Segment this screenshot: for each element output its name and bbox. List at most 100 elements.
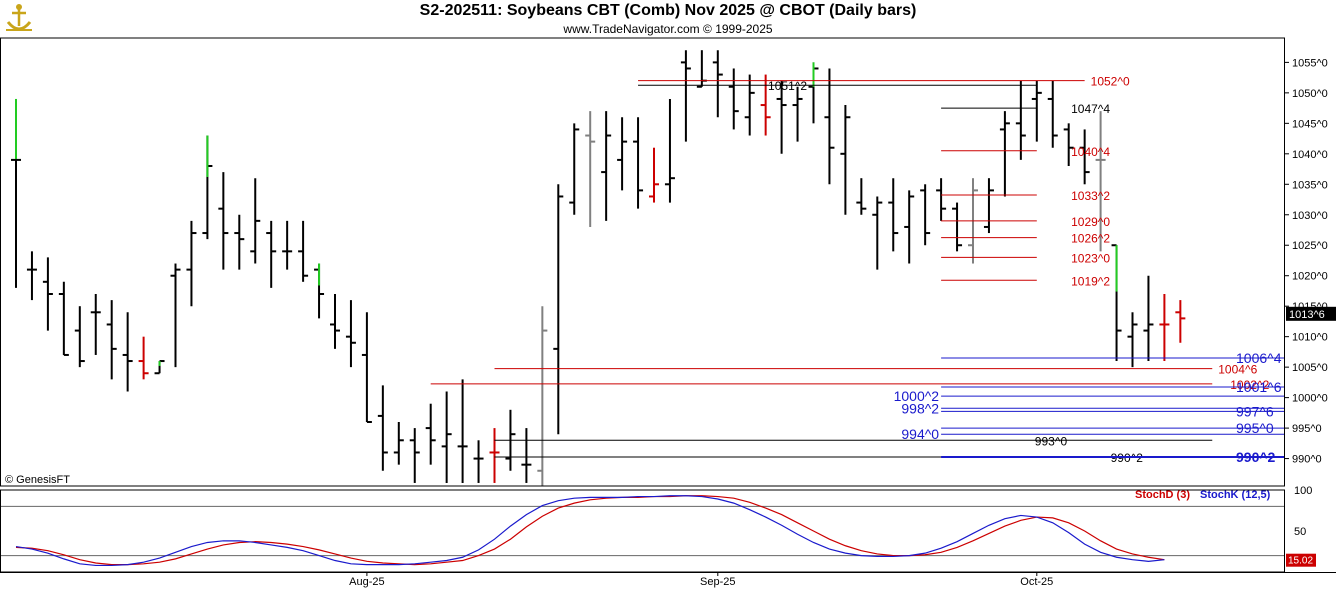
ohlc-bar	[1111, 244, 1122, 362]
level-label: 997^6	[1236, 403, 1274, 419]
ohlc-bar	[585, 111, 596, 227]
level-label: 1006^4	[1236, 350, 1282, 366]
x-tick-label: Oct-25	[1020, 576, 1053, 588]
ohlc-bar	[760, 74, 771, 136]
ohlc-bar	[425, 403, 436, 465]
ohlc-bar	[330, 294, 340, 349]
ohlc-bar	[74, 306, 85, 368]
ohlc-bar	[617, 117, 628, 191]
ohlc-bar	[393, 422, 404, 465]
ohlc-bar	[776, 80, 787, 154]
ohlc-bar	[473, 440, 484, 483]
ohlc-bar	[90, 294, 101, 355]
level-label: 1047^4	[1071, 102, 1110, 116]
ohlc-bar	[489, 428, 500, 483]
level-label: 990^2	[1236, 449, 1276, 465]
x-tick-label: Sep-25	[700, 576, 735, 588]
ohlc-bar	[537, 306, 548, 486]
price-y-tick-label: 990^0	[1292, 454, 1322, 466]
stoch-last-box	[1286, 553, 1316, 567]
ohlc-bar	[1079, 129, 1090, 185]
ohlc-bar	[58, 281, 69, 356]
ohlc-bar	[266, 220, 277, 288]
ohlc-bar	[1095, 111, 1106, 252]
level-label: 993^0	[1035, 434, 1068, 448]
ohlc-bar	[250, 178, 261, 264]
copyright-label: © GenesisFT	[5, 474, 70, 486]
ohlc-bar	[234, 214, 245, 270]
stochk-line	[15, 495, 1165, 567]
stoch-last-label: 15.02	[1288, 556, 1313, 567]
level-label: 1033^2	[1071, 189, 1110, 203]
ohlc-bar	[1031, 80, 1042, 142]
ohlc-bar	[26, 251, 37, 301]
ohlc-bar	[106, 300, 117, 380]
price-y-tick-label: 995^0	[1292, 423, 1322, 435]
ohlc-bar	[521, 428, 532, 483]
last-price-label: 1013^6	[1289, 309, 1325, 321]
x-tick-label: Aug-25	[349, 576, 384, 588]
ohlc-bar	[856, 178, 867, 215]
ohlc-bar	[696, 50, 707, 88]
ohlc-bar	[186, 220, 197, 307]
ohlc-bar	[601, 111, 612, 221]
level-label: 1052^0	[1091, 75, 1130, 89]
ohlc-bar	[569, 123, 580, 215]
price-y-tick-label: 1000^0	[1292, 393, 1328, 405]
chart-subtitle: www.TradeNavigator.com © 1999-2025	[563, 22, 773, 36]
ohlc-bar	[553, 184, 564, 435]
stoch-panel-frame	[0, 489, 1285, 573]
ohlc-bar	[824, 68, 835, 185]
ohlc-bar	[170, 263, 181, 368]
ohlc-bar	[377, 385, 388, 471]
ohlc-bar	[792, 86, 803, 142]
level-label: 1000^2	[894, 388, 940, 404]
ohlc-bar	[361, 312, 372, 423]
price-y-tick-label: 1055^0	[1292, 57, 1328, 69]
ohlc-bar	[218, 172, 229, 270]
ohlc-bar	[952, 202, 963, 252]
ohlc-bar	[122, 312, 133, 392]
ohlc-bar	[680, 50, 691, 142]
ohlc-bar	[282, 220, 293, 270]
ohlc-bar	[42, 257, 53, 331]
trade-navigator-logo	[2, 2, 36, 36]
ohlc-bar	[840, 105, 851, 215]
level-label: 995^0	[1236, 420, 1274, 436]
stoch-y-tick-label: 50	[1294, 526, 1306, 538]
ohlc-bar	[712, 50, 723, 118]
level-label: 1029^0	[1071, 215, 1110, 229]
price-y-tick-label: 1040^0	[1292, 149, 1328, 161]
chart-title: S2-202511: Soybeans CBT (Comb) Nov 2025 …	[419, 2, 917, 19]
ohlc-bar	[872, 196, 883, 270]
ohlc-bar	[298, 220, 309, 282]
ohlc-bar	[11, 98, 21, 288]
ohlc-bar	[999, 111, 1010, 197]
price-y-tick-label: 1020^0	[1292, 271, 1328, 283]
ohlc-bar	[936, 178, 947, 221]
level-label: 1040^4	[1071, 145, 1110, 159]
ohlc-bar	[904, 190, 915, 264]
ohlc-bar	[1175, 300, 1186, 343]
ohlc-bar	[633, 117, 644, 209]
ohlc-bar	[920, 184, 931, 246]
ohlc-bar	[664, 98, 675, 203]
price-y-tick-label: 1050^0	[1292, 88, 1328, 100]
ohlc-bar	[1143, 275, 1154, 362]
ohlc-bar	[1047, 80, 1058, 148]
ohlc-bar	[983, 178, 994, 234]
ohlc-bar	[888, 178, 899, 252]
ohlc-bar	[1063, 123, 1074, 166]
price-y-tick-label: 1005^0	[1292, 362, 1328, 374]
level-label: 1019^2	[1071, 274, 1110, 288]
ohlc-bar	[154, 360, 165, 375]
ohlc-bar	[409, 428, 420, 483]
stoch-y-tick-label: 100	[1294, 485, 1312, 497]
ohlc-bar	[649, 147, 659, 203]
level-label: 998^2	[901, 400, 939, 416]
price-y-tick-label: 1045^0	[1292, 118, 1328, 130]
stochd-line	[15, 495, 1165, 566]
level-label: 1002^2	[1230, 378, 1269, 392]
level-label: 1001^6	[1236, 379, 1282, 395]
